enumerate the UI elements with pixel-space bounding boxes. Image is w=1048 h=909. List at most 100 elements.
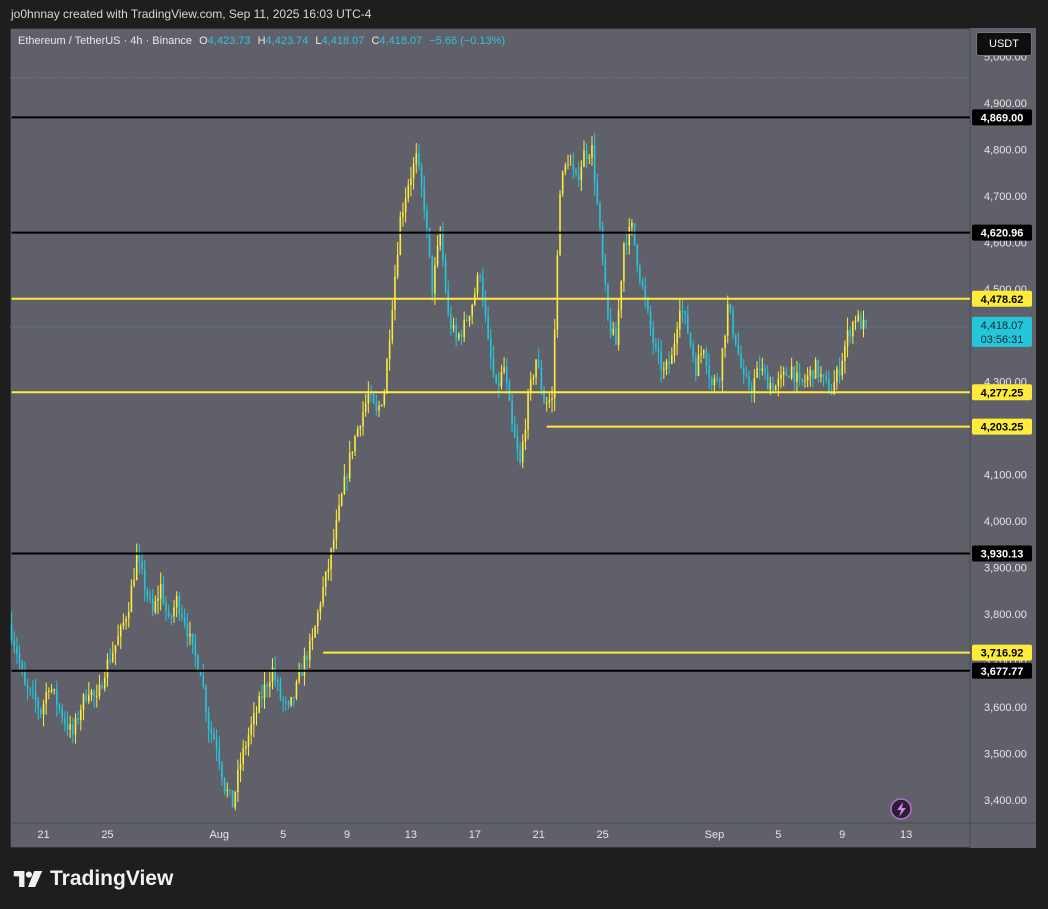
candle-body (596, 182, 599, 204)
candle-body (617, 309, 620, 345)
candle-body (543, 389, 545, 404)
candle-body (633, 222, 636, 245)
candle-body (80, 709, 82, 721)
candle-body (197, 655, 199, 672)
candle-body (604, 259, 607, 285)
candle-body (500, 371, 503, 387)
candle-body (242, 748, 245, 764)
candle-body (729, 304, 732, 312)
candle-body (484, 299, 487, 316)
candle-body (122, 622, 125, 627)
candle-body (668, 361, 670, 365)
candle-body (785, 371, 788, 377)
candle-body (684, 311, 686, 315)
candle-body (351, 451, 354, 454)
price-scale[interactable] (970, 28, 1036, 848)
open-label: O (199, 35, 208, 47)
candle-body (285, 700, 287, 702)
candle-body (146, 590, 149, 598)
candle-body (370, 393, 372, 395)
candle-body (186, 622, 189, 637)
level-price-label-bg (972, 545, 1032, 562)
y-tick-label: 4,000.00 (984, 516, 1027, 528)
candle-body (649, 310, 652, 329)
candle-body (303, 655, 306, 676)
candle-body (756, 368, 758, 378)
candle-body (404, 198, 407, 213)
candle-body (167, 610, 170, 617)
candle-body (742, 367, 745, 375)
footer (0, 850, 1048, 909)
candle-body (165, 603, 167, 611)
candle-body (279, 682, 282, 699)
candle-body (423, 186, 426, 211)
candle-body (282, 698, 284, 701)
candle-body (428, 227, 431, 256)
candle-body (181, 613, 183, 618)
candles (10, 132, 867, 811)
candle-body (830, 392, 833, 395)
x-tick-label: 17 (469, 829, 481, 841)
candle-body (455, 325, 457, 339)
candle-body (540, 367, 543, 390)
candle-body (412, 163, 415, 179)
candle-body (489, 338, 492, 359)
candle-body (545, 402, 548, 404)
symbol-title[interactable]: Ethereum / TetherUS · 4h · Binance (18, 35, 193, 47)
candle-body (681, 310, 684, 312)
currency-button[interactable]: USDT (976, 32, 1032, 56)
candle-body (487, 315, 489, 339)
candle-body (777, 378, 780, 386)
level-price-label-bg (972, 644, 1032, 661)
price-chart[interactable]: 5,000.004,900.004,800.004,700.004,600.00… (10, 28, 1036, 848)
candle-body (229, 789, 231, 791)
candle-body (431, 255, 434, 294)
candle-body (732, 311, 734, 335)
candle-body (721, 348, 724, 381)
candle-body (410, 178, 412, 185)
candle-body (854, 320, 857, 323)
candle-body (72, 724, 74, 735)
candle-body (585, 150, 588, 159)
candle-body (346, 476, 348, 479)
candle-body (420, 166, 423, 187)
brand[interactable]: TradingView (12, 867, 173, 891)
candle-body (90, 690, 93, 696)
candle-body (524, 429, 527, 442)
candle-body (737, 344, 740, 354)
candle-body (26, 684, 29, 689)
x-tick-label: Aug (209, 829, 229, 841)
lightning-icon[interactable] (890, 798, 912, 820)
candle-body (394, 276, 396, 311)
y-tick-label: 3,400.00 (984, 795, 1027, 807)
candle-body (676, 328, 678, 344)
candle-body (162, 583, 165, 604)
candle-body (354, 436, 356, 452)
candle-body (157, 598, 159, 602)
candle-body (726, 304, 729, 336)
candle-body (825, 376, 828, 379)
candle-body (822, 374, 825, 377)
candle-body (269, 682, 271, 687)
candle-body (130, 585, 133, 612)
candle-body (271, 667, 274, 683)
current-price-label-bg (972, 316, 1032, 347)
candle-body (724, 335, 726, 349)
level-price-label-bg (972, 109, 1032, 126)
candle-body (42, 703, 45, 715)
level-price-label: 4,203.25 (981, 422, 1024, 434)
candle-body (178, 595, 181, 614)
candle-body (127, 611, 130, 619)
candle-body (45, 692, 48, 704)
candle-body (782, 371, 785, 375)
x-tick-label: 5 (280, 829, 286, 841)
candle-body (343, 476, 346, 495)
candle-body (692, 344, 694, 358)
candle-body (745, 374, 748, 377)
candle-body (372, 394, 375, 404)
candle-body (263, 684, 266, 699)
candle-body (572, 164, 575, 169)
candle-body (399, 216, 402, 255)
candle-body (564, 165, 567, 172)
candle-body (125, 618, 127, 623)
